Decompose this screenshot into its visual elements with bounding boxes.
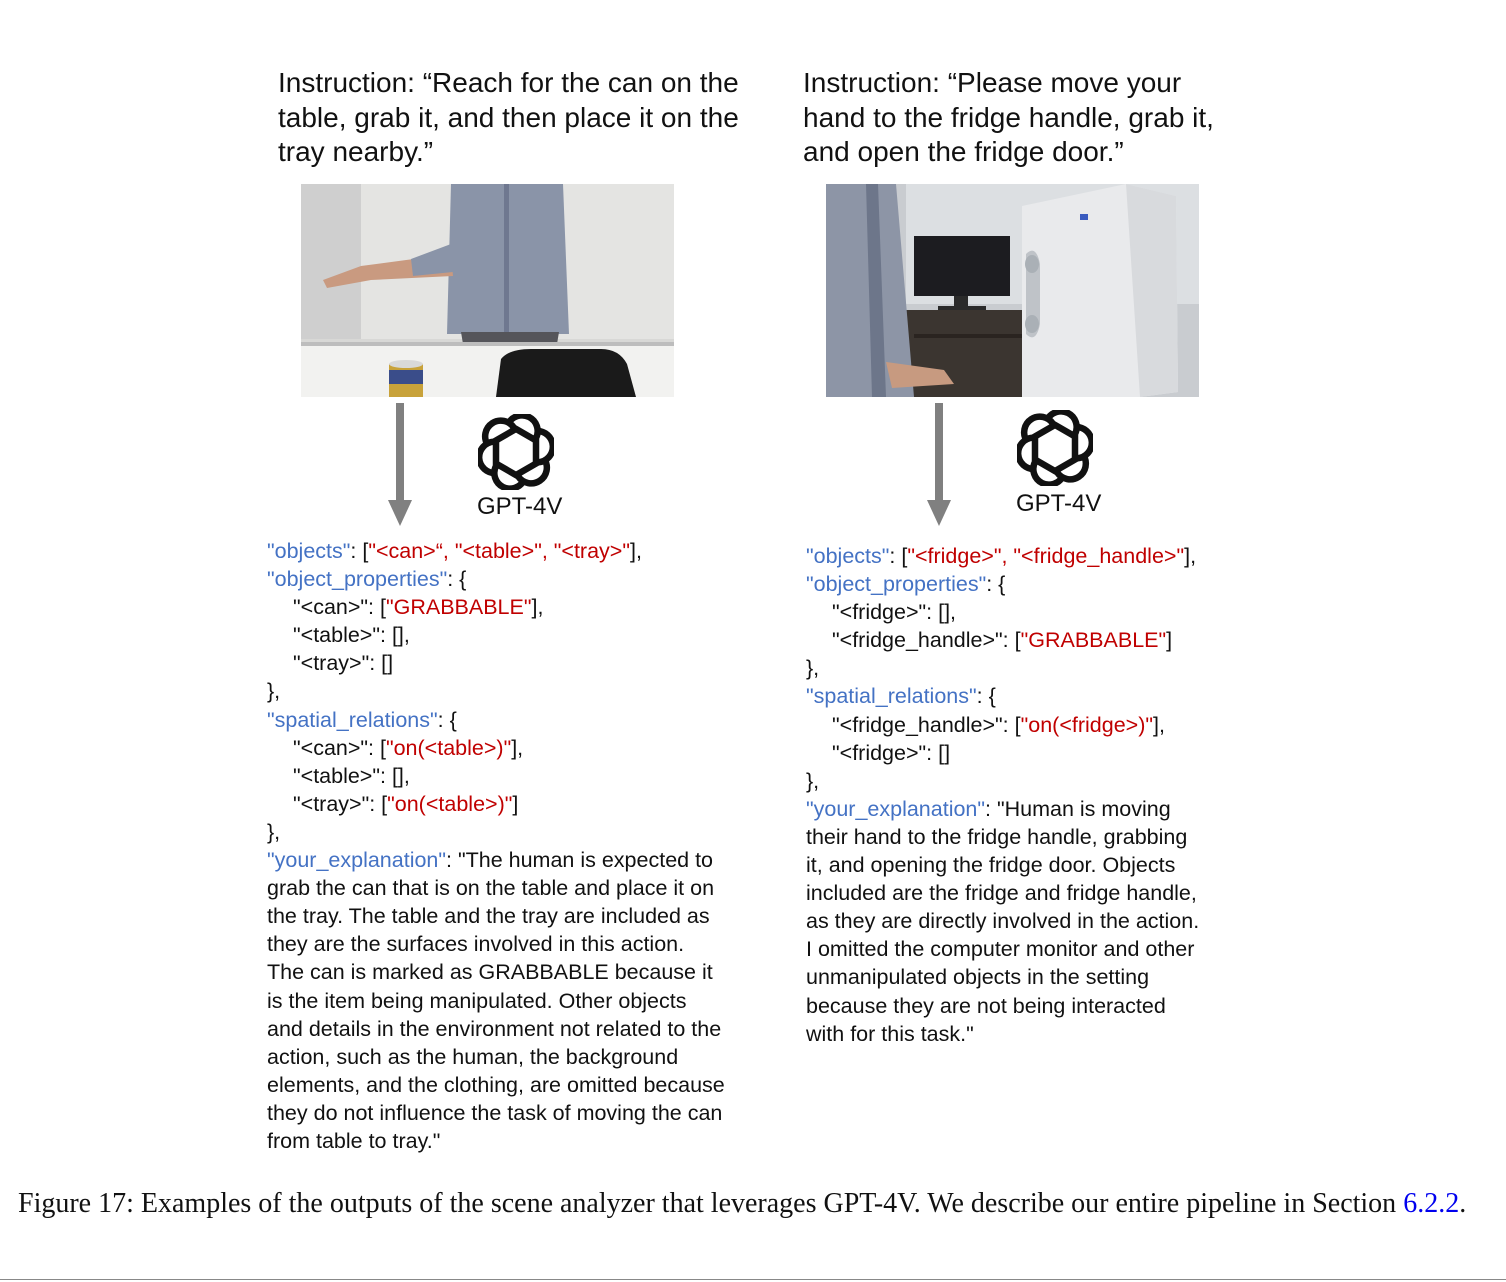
json-value: "GRABBABLE"	[385, 595, 532, 620]
explanation-line: action, such as the human, the backgroun…	[267, 1044, 679, 1069]
json-text: "<fridge_handle>": [	[832, 628, 1021, 653]
json-text: ],	[531, 595, 544, 620]
caption-end: .	[1459, 1188, 1467, 1219]
left-arrow-head	[388, 500, 412, 526]
json-line: "<table>": [],	[293, 763, 410, 788]
left-model-label: GPT-4V	[477, 493, 563, 520]
explanation-line: they do not influence the task of moving…	[267, 1100, 723, 1125]
json-line: "objects": ["<fridge>", "<fridge_handle>…	[806, 544, 1197, 568]
explanation-line: they are the surfaces involved in this a…	[267, 932, 685, 957]
json-text: "<can>": [	[293, 735, 386, 760]
right-arrow-head	[927, 500, 951, 526]
json-key: "objects"	[806, 544, 890, 568]
json-text: "<can>": [	[293, 595, 386, 620]
json-line: "object_properties": {	[806, 572, 1006, 597]
json-key: "your_explanation"	[267, 848, 447, 873]
figure-caption: Figure 17: Examples of the outputs of th…	[18, 1186, 1488, 1222]
explanation-text: : "The human is expected to	[446, 848, 714, 873]
json-key: "spatial_relations"	[806, 684, 977, 709]
json-line: "your_explanation": "The human is expect…	[267, 846, 725, 874]
explanation-line: elements, and the clothing, are omitted …	[267, 1072, 725, 1097]
right-json-output: "objects": ["<fridge>", "<fridge_handle>…	[806, 542, 1199, 1048]
json-line: },	[267, 819, 281, 844]
explanation-line: The can is marked as GRABBABLE because i…	[267, 960, 713, 985]
json-key: "your_explanation"	[806, 796, 986, 821]
explanation-line: with for this task."	[806, 1021, 974, 1046]
json-line: },	[806, 768, 820, 793]
left-scene-photo	[301, 184, 674, 397]
right-down-arrow	[935, 403, 943, 503]
json-line: "<can>": ["GRABBABLE"],	[267, 593, 725, 621]
json-value: "GRABBABLE"	[1020, 628, 1167, 653]
json-line: "spatial_relations": {	[267, 707, 457, 732]
json-text: ],	[1153, 712, 1165, 737]
explanation-line: is the item being manipulated. Other obj…	[267, 988, 687, 1013]
json-line: "spatial_relations": {	[806, 684, 996, 709]
openai-logo-icon	[478, 414, 554, 490]
explanation-line: it, and opening the fridge door. Objects	[806, 853, 1176, 878]
json-line: "object_properties": {	[267, 567, 467, 592]
explanation-line: I omitted the computer monitor and other	[806, 937, 1195, 962]
json-line: "<tray>": ["on(<table>)"]	[267, 790, 725, 818]
explanation-line: because they are not being interacted	[806, 993, 1166, 1018]
json-line: "objects": ["<can>“, "<table>", "<tray>"…	[267, 539, 642, 563]
left-down-arrow	[396, 403, 404, 503]
json-value: "on(<fridge>)"	[1020, 712, 1154, 737]
json-text: "<fridge_handle>": [	[832, 712, 1021, 737]
json-key: "spatial_relations"	[267, 707, 438, 732]
json-key: "objects"	[267, 539, 351, 563]
json-line: },	[267, 679, 281, 704]
explanation-line: included are the fridge and fridge handl…	[806, 881, 1197, 906]
explanation-line: unmanipulated objects in the setting	[806, 965, 1150, 990]
explanation-line: the tray. The table and the tray are inc…	[267, 904, 710, 929]
json-value: "on(<table>)"	[385, 735, 512, 760]
explanation-line: from table to tray."	[267, 1128, 441, 1153]
caption-text: Figure 17: Examples of the outputs of th…	[18, 1188, 1404, 1219]
json-text: ]	[1166, 628, 1173, 653]
openai-logo-icon	[1017, 410, 1093, 486]
json-line: "<fridge>": []	[832, 740, 951, 765]
json-line: "<fridge_handle>": ["GRABBABLE"]	[806, 626, 1199, 654]
left-instruction: Instruction: “Reach for the can on the t…	[278, 67, 739, 167]
right-instruction: Instruction: “Please move your hand to t…	[803, 67, 1214, 167]
json-key: "object_properties"	[806, 572, 987, 597]
json-value: "<fridge>", "<fridge_handle>"	[907, 544, 1185, 568]
explanation-text: : "Human is moving	[985, 796, 1171, 821]
explanation-line: and details in the environment not relat…	[267, 1016, 722, 1041]
json-line: "your_explanation": "Human is moving	[806, 795, 1199, 823]
json-key: "object_properties"	[267, 567, 448, 592]
json-text: "<tray>": [	[293, 791, 388, 816]
left-json-output: "objects": ["<can>“, "<table>", "<tray>"…	[267, 537, 725, 1155]
json-line: "<table>": [],	[293, 623, 410, 648]
json-value: "<can>“, "<table>", "<tray>"	[368, 539, 630, 563]
explanation-line: their hand to the fridge handle, grabbin…	[806, 824, 1188, 849]
json-line: "<fridge>": [],	[832, 600, 957, 625]
json-value: "on(<table>)"	[387, 791, 513, 816]
json-text: ]	[512, 791, 519, 816]
json-line: "<can>": ["on(<table>)"],	[267, 734, 725, 762]
right-model-label: GPT-4V	[1016, 490, 1102, 517]
explanation-line: as they are directly involved in the act…	[806, 909, 1200, 934]
json-line: "<tray>": []	[293, 651, 394, 676]
explanation-line: grab the can that is on the table and pl…	[267, 876, 715, 901]
json-line: },	[806, 656, 820, 681]
json-line: "<fridge_handle>": ["on(<fridge>)"],	[806, 711, 1199, 739]
right-scene-photo	[826, 184, 1199, 397]
section-link[interactable]: 6.2.2	[1403, 1188, 1460, 1219]
json-text: ],	[511, 735, 524, 760]
bottom-divider	[0, 1279, 1506, 1280]
